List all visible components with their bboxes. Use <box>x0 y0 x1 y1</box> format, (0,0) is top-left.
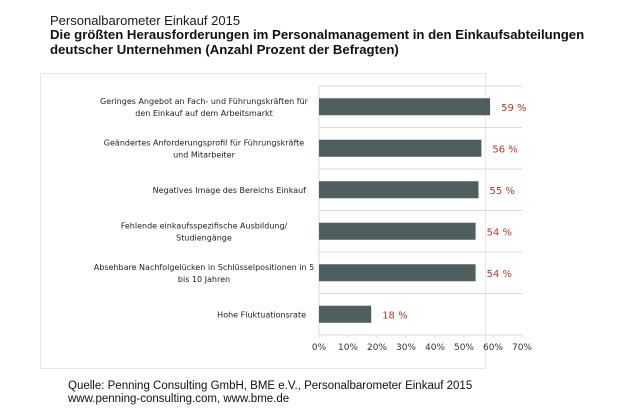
chart-title-line-1: Die größten Herausforderungen im Persona… <box>50 27 585 42</box>
category-label: Negatives Image des Bereichs Einkauf <box>153 186 307 195</box>
chart-title-line-2: deutscher Unternehmen (Anzahl Prozent de… <box>50 42 399 57</box>
source-note: Quelle: Penning Consulting GmbH, BME e.V… <box>68 380 472 406</box>
x-tick-label: 0% <box>312 343 327 353</box>
bar <box>319 181 479 199</box>
bar-value-label: 55 % <box>490 186 515 197</box>
bar <box>319 98 491 116</box>
x-tick-label: 10% <box>338 343 358 353</box>
category-label: Hohe Fluktuationsrate <box>217 310 306 319</box>
x-tick-label: 20% <box>367 343 387 353</box>
bar-value-label: 54 % <box>487 269 512 280</box>
chart-subtitle: Personalbarometer Einkauf 2015 <box>50 13 241 28</box>
bar <box>319 264 476 282</box>
bar <box>319 139 482 157</box>
bar <box>319 222 476 240</box>
x-tick-label: 40% <box>425 343 445 353</box>
category-label: Absehbare Nachfolgelücken in Schlüsselpo… <box>94 263 314 272</box>
category-label: Studiengänge <box>176 233 232 242</box>
category-label: bis 10 Jahren <box>178 275 230 284</box>
x-tick-label: 50% <box>454 343 474 353</box>
source-line-1: Quelle: Penning Consulting GmbH, BME e.V… <box>68 380 473 392</box>
category-label: den Einkauf auf dem Arbeitsmarkt <box>135 109 273 118</box>
category-label: Geändertes Anforderungsprofil für Führun… <box>104 138 304 147</box>
chart-title: Die größten Herausforderungen im Persona… <box>50 27 610 57</box>
category-label: Fehlende einkaufsspezifische Ausbildung/ <box>121 221 288 230</box>
x-tick-label: 60% <box>483 343 503 353</box>
chart-frame <box>40 73 486 369</box>
category-label: Geringes Angebot an Fach- und Führungskr… <box>100 97 309 106</box>
bar-value-label: 54 % <box>487 227 512 238</box>
bar-value-label: 18 % <box>382 310 407 321</box>
category-label: und Mitarbeiter <box>173 150 235 159</box>
source-line-2: www.penning-consulting.com, www.bme.de <box>68 393 290 405</box>
bar <box>319 305 372 323</box>
x-tick-label: 30% <box>396 343 416 353</box>
x-tick-label: 70% <box>512 343 532 353</box>
bar-value-label: 59 % <box>501 103 526 114</box>
bar-value-label: 56 % <box>492 144 517 155</box>
